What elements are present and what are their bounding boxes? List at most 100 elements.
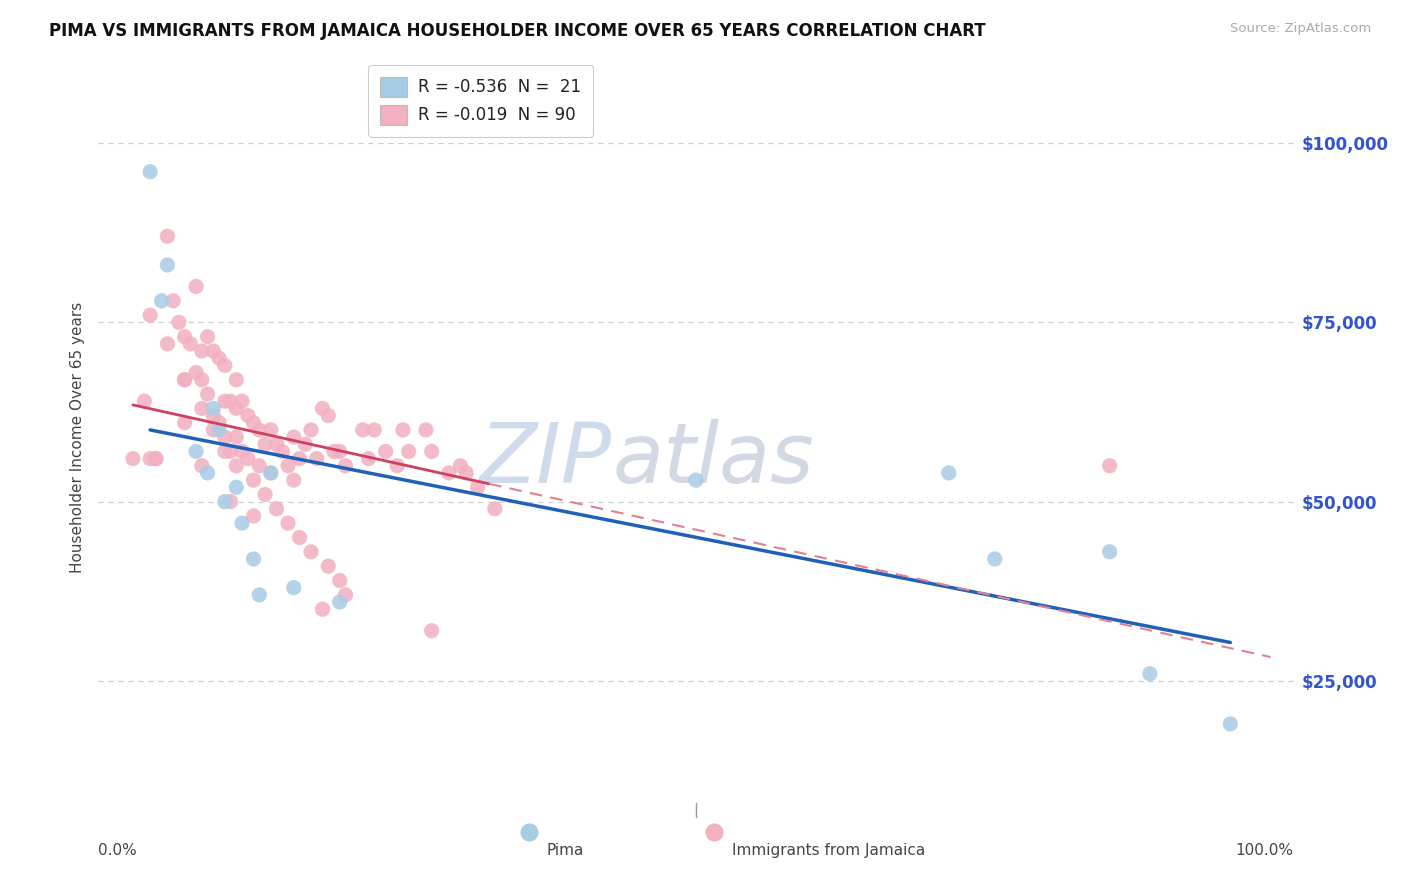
Point (437, 466, 460, 480)
Point (173, 373, 195, 387)
Point (191, 344, 214, 359)
Text: Pima: Pima (547, 843, 583, 858)
Point (208, 351, 231, 366)
Point (219, 394, 242, 409)
Point (191, 401, 214, 416)
Point (374, 444, 396, 458)
Point (467, 480, 489, 494)
Point (202, 423, 225, 437)
Point (197, 387, 219, 401)
Point (208, 416, 231, 430)
Text: 0.0%: 0.0% (98, 843, 138, 858)
Point (283, 473, 305, 487)
Point (420, 624, 443, 638)
Y-axis label: Householder Income Over 65 years: Householder Income Over 65 years (69, 301, 84, 573)
Point (202, 344, 225, 359)
Point (260, 466, 283, 480)
Point (202, 401, 225, 416)
Point (420, 444, 443, 458)
Point (134, 394, 156, 409)
Point (202, 409, 225, 423)
Point (197, 466, 219, 480)
Point (214, 394, 236, 409)
Point (225, 373, 247, 387)
Point (219, 444, 242, 458)
Point (219, 494, 242, 508)
Point (392, 423, 415, 437)
Point (242, 416, 264, 430)
Point (316, 409, 339, 423)
Point (329, 595, 352, 609)
Point (231, 516, 253, 530)
Point (335, 458, 357, 473)
Point (357, 451, 380, 466)
Point (323, 444, 346, 458)
Point (1139, 666, 1161, 681)
Text: atlas: atlas (613, 418, 814, 500)
Point (156, 229, 179, 244)
Point (283, 430, 305, 444)
Point (225, 458, 247, 473)
Point (260, 423, 283, 437)
Point (139, 451, 162, 466)
Point (271, 444, 294, 458)
Point (122, 451, 145, 466)
Point (415, 423, 437, 437)
Point (150, 293, 173, 308)
Point (173, 329, 195, 343)
Point (335, 588, 357, 602)
Point (311, 401, 333, 416)
Point (329, 574, 352, 588)
Point (398, 444, 420, 458)
Point (288, 531, 311, 545)
Point (984, 552, 1007, 566)
Point (236, 409, 259, 423)
Point (266, 437, 288, 451)
Text: 100.0%: 100.0% (1236, 843, 1294, 858)
Point (247, 588, 270, 602)
Text: Immigrants from Jamaica: Immigrants from Jamaica (733, 843, 925, 858)
Legend: R = -0.536  N =  21, R = -0.019  N = 90: R = -0.536 N = 21, R = -0.019 N = 90 (368, 65, 593, 136)
Point (294, 437, 316, 451)
Point (299, 545, 322, 559)
Point (179, 336, 201, 351)
Point (283, 581, 305, 595)
Point (329, 444, 352, 458)
Point (352, 423, 374, 437)
Point (938, 466, 960, 480)
Point (277, 458, 299, 473)
Point (1219, 717, 1241, 731)
Point (1098, 545, 1121, 559)
Point (316, 559, 339, 574)
Point (214, 494, 236, 508)
Point (288, 451, 311, 466)
Point (385, 458, 409, 473)
Point (173, 373, 195, 387)
Point (1098, 458, 1121, 473)
Point (363, 423, 385, 437)
Point (191, 373, 214, 387)
Point (311, 602, 333, 616)
Point (484, 501, 506, 516)
Point (231, 444, 253, 458)
Point (305, 451, 328, 466)
Point (685, 473, 707, 487)
Point (266, 501, 288, 516)
Point (449, 458, 471, 473)
Point (277, 516, 299, 530)
Point (231, 394, 253, 409)
Point (242, 508, 264, 523)
Point (242, 473, 264, 487)
Point (167, 315, 190, 329)
Point (247, 458, 270, 473)
Point (299, 423, 322, 437)
Point (254, 487, 277, 501)
Point (184, 366, 207, 380)
Point (225, 480, 247, 494)
Text: Source: ZipAtlas.com: Source: ZipAtlas.com (1230, 22, 1371, 36)
Point (139, 308, 162, 322)
Point (260, 466, 283, 480)
Point (456, 466, 478, 480)
Point (242, 552, 264, 566)
Point (247, 423, 270, 437)
